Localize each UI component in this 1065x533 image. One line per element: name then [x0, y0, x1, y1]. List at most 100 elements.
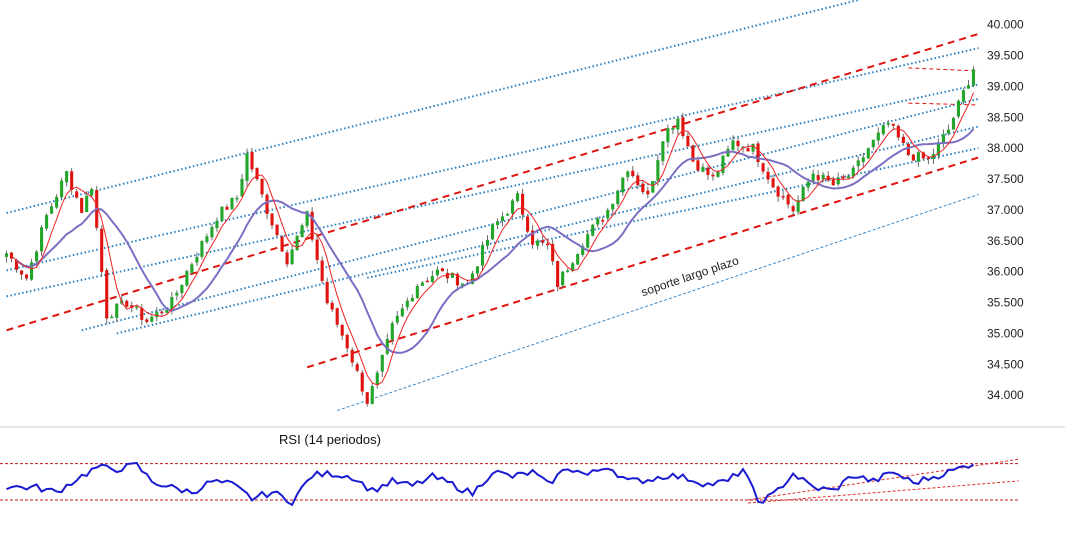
candle: [45, 213, 49, 231]
candle-body: [526, 216, 530, 232]
candle-body: [836, 177, 840, 185]
channel-line-short: [908, 102, 979, 106]
parallel-line: [6, 83, 979, 298]
candle: [340, 323, 344, 340]
candle-body: [886, 122, 890, 125]
candle-body: [881, 125, 885, 135]
candle: [706, 165, 710, 180]
candle-body: [971, 69, 976, 86]
candle: [85, 190, 89, 213]
rsi-label: RSI (14 periodos): [279, 432, 381, 447]
candle-body: [531, 230, 535, 245]
candle-body: [65, 171, 69, 183]
candle-body: [686, 135, 690, 147]
candle: [135, 305, 139, 311]
candle: [495, 218, 500, 230]
candle: [310, 207, 314, 243]
candle: [521, 188, 525, 220]
rsi-level-lines: [0, 463, 1020, 501]
candle: [365, 392, 369, 407]
candle: [60, 177, 64, 200]
candle-body: [405, 300, 409, 308]
candle-body: [9, 252, 14, 259]
candle-body: [961, 90, 966, 102]
candle: [591, 223, 595, 237]
candle-body: [435, 269, 439, 276]
candle-body: [325, 281, 329, 304]
candle-body: [415, 285, 419, 299]
candle: [335, 307, 339, 328]
candle: [485, 235, 490, 250]
candle: [886, 119, 890, 128]
candle: [125, 299, 129, 308]
candle-body: [190, 264, 194, 273]
candle: [420, 281, 424, 286]
candle-body: [30, 262, 34, 280]
candle-body: [746, 148, 750, 152]
candle: [300, 223, 304, 238]
price-tick-label: 38.000: [987, 141, 1024, 155]
candle-body: [14, 259, 19, 270]
candle: [586, 230, 590, 249]
candle-body: [796, 200, 800, 212]
rsi-trend-lines: [747, 458, 1019, 504]
candle: [19, 270, 24, 280]
candle-body: [135, 306, 139, 309]
candle: [861, 152, 865, 168]
candle-body: [901, 136, 905, 143]
candle: [175, 290, 179, 301]
candle-body: [455, 273, 459, 286]
candle-body: [581, 246, 585, 255]
candle-body: [666, 128, 670, 143]
candle-body: [85, 195, 89, 213]
candle: [24, 274, 29, 281]
candle-body: [871, 139, 875, 148]
candle: [210, 224, 214, 241]
candle-body: [621, 177, 625, 193]
candle-body: [410, 297, 414, 302]
price-tick-label: 35.000: [987, 326, 1024, 340]
candle-body: [345, 334, 349, 349]
candle: [766, 167, 770, 184]
candle-body: [210, 227, 214, 238]
candle-body: [330, 302, 334, 310]
candle-body: [921, 152, 925, 159]
candle-body: [365, 392, 369, 404]
candle-body: [761, 163, 765, 172]
candle-body: [390, 323, 394, 340]
candle-body: [485, 240, 490, 246]
rsi-trend-line: [747, 480, 1019, 504]
candle: [275, 224, 279, 237]
candle: [55, 194, 59, 209]
candle: [415, 283, 419, 299]
candle-body: [45, 215, 49, 229]
candle-body: [440, 268, 444, 272]
candle-body: [395, 315, 399, 323]
candle-body: [806, 181, 810, 188]
candle-body: [706, 167, 710, 175]
price-tick-label: 35.500: [987, 296, 1024, 310]
candle-body: [596, 218, 600, 225]
candle: [901, 133, 905, 145]
candle-body: [941, 134, 945, 144]
candle-body: [130, 305, 134, 308]
candle: [961, 88, 966, 105]
candle: [631, 165, 635, 178]
candle: [676, 117, 680, 135]
candle-body: [155, 311, 159, 318]
candle-body: [851, 167, 855, 177]
candle-body: [751, 143, 755, 152]
candle: [611, 203, 615, 215]
candle-body: [756, 143, 760, 163]
candle: [195, 252, 199, 266]
candle: [270, 212, 274, 230]
candle-body: [911, 154, 915, 161]
candle-body: [320, 260, 324, 281]
candle-body: [305, 211, 309, 226]
candle-body: [175, 292, 179, 296]
candle: [4, 250, 9, 263]
candle-body: [856, 160, 860, 167]
candle-body: [716, 171, 720, 177]
candle-body: [40, 227, 44, 252]
candle-body: [200, 240, 204, 257]
